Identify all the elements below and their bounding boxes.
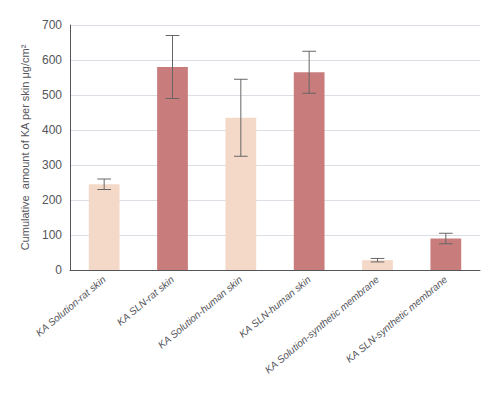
svg-text:KA SLN-synthetic membrane: KA SLN-synthetic membrane (344, 274, 450, 365)
svg-text:KA Solution-human skin: KA Solution-human skin (156, 274, 245, 351)
svg-text:100: 100 (42, 228, 62, 242)
svg-text:KA SLN-rat skin: KA SLN-rat skin (115, 274, 177, 328)
svg-text:KA Solution-rat skin: KA Solution-rat skin (34, 274, 108, 339)
svg-text:500: 500 (42, 88, 62, 102)
svg-text:300: 300 (42, 158, 62, 172)
svg-text:KA Solution-synthetic membrane: KA Solution-synthetic membrane (263, 274, 382, 376)
svg-text:400: 400 (42, 123, 62, 137)
svg-text:200: 200 (42, 193, 62, 207)
svg-text:0: 0 (55, 263, 62, 277)
svg-text:600: 600 (42, 53, 62, 67)
svg-text:700: 700 (42, 18, 62, 32)
svg-text:KA SLN-human skin: KA SLN-human skin (237, 274, 313, 340)
svg-text:Cumulative amount of KA per s: Cumulative amount of KA per skin μg/cm² (19, 44, 31, 250)
